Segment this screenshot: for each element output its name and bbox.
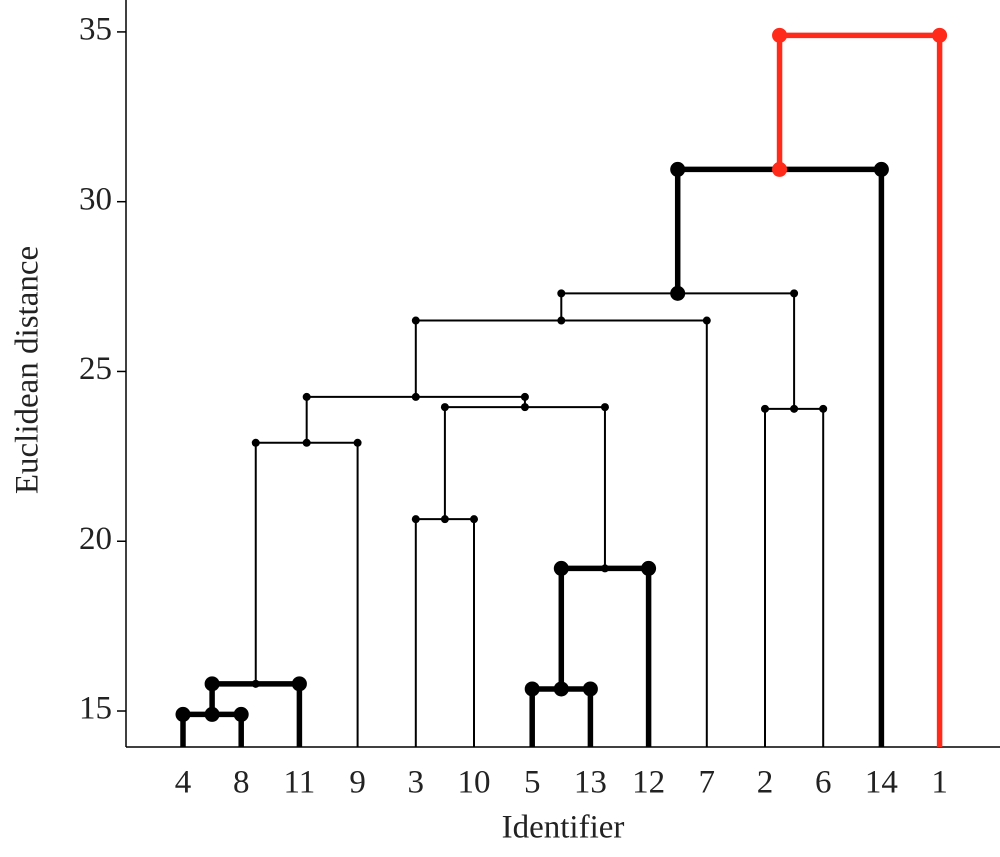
child-point <box>204 706 220 722</box>
leaf-label: 6 <box>815 765 832 801</box>
leaf-label: 5 <box>524 765 541 801</box>
merge-point <box>819 404 828 413</box>
merge-point <box>251 438 260 447</box>
leaf-label: 4 <box>175 765 192 801</box>
leaf-label: 2 <box>757 765 774 801</box>
merge-point <box>520 392 529 401</box>
merge-point <box>670 161 686 177</box>
merge-point <box>557 289 566 298</box>
merge-point <box>524 681 540 697</box>
merge-point <box>932 27 948 43</box>
child-point <box>772 161 788 177</box>
merge-point <box>470 515 478 524</box>
merge-point <box>761 404 769 413</box>
merge-point <box>411 515 420 524</box>
child-point <box>251 679 260 688</box>
merge-point <box>582 681 598 697</box>
child-point <box>553 681 569 697</box>
leaf-label: 10 <box>458 765 491 801</box>
merge-point <box>440 403 449 412</box>
merge-point <box>772 27 788 43</box>
merge-point <box>641 560 657 576</box>
leaf-label: 8 <box>233 765 250 801</box>
x-axis-label: Identifier <box>502 810 625 846</box>
child-point <box>670 285 686 301</box>
merge-point <box>702 316 711 325</box>
leaf-label: 11 <box>284 765 316 801</box>
merge-point <box>204 676 220 692</box>
merge-point <box>175 706 191 722</box>
merge-point <box>790 289 799 298</box>
leaf-label: 13 <box>574 765 607 801</box>
leaf-label: 1 <box>931 765 948 801</box>
child-point <box>557 316 566 325</box>
y-tick-label: 20 <box>79 521 112 557</box>
y-tick-label: 25 <box>79 351 112 387</box>
merge-point <box>302 392 311 401</box>
merge-point <box>411 316 420 325</box>
leaf-label: 7 <box>699 765 716 801</box>
leaf-label: 9 <box>349 765 366 801</box>
merge-point <box>233 706 249 722</box>
merge-point <box>291 676 307 692</box>
merge-point <box>553 560 569 576</box>
leaf-label: 3 <box>408 765 425 801</box>
merge-point <box>600 403 609 412</box>
child-point <box>440 515 449 524</box>
y-tick-label: 30 <box>79 181 112 217</box>
leaf-label: 14 <box>865 765 898 801</box>
y-axis-label: Euclidean distance <box>10 246 46 494</box>
child-point <box>411 392 420 401</box>
child-point <box>302 438 311 447</box>
child-point <box>790 404 799 413</box>
merge-point <box>353 438 362 447</box>
child-point <box>520 403 529 412</box>
leaf-label: 12 <box>632 765 665 801</box>
child-point <box>600 564 609 573</box>
y-tick-label: 15 <box>79 691 112 727</box>
y-tick-label: 35 <box>79 11 112 47</box>
merge-point <box>873 161 889 177</box>
